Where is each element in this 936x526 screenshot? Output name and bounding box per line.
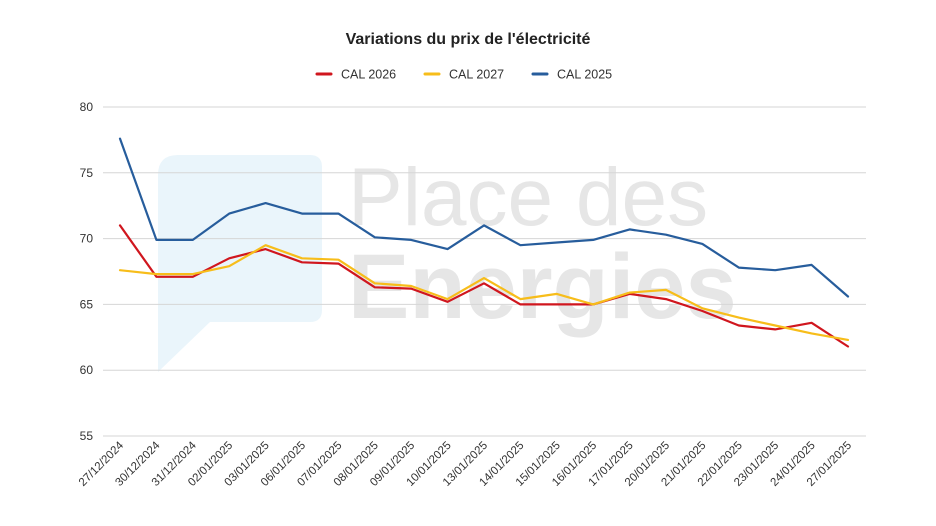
legend-label: CAL 2027 <box>449 68 504 82</box>
chart-title: Variations du prix de l'électricité <box>346 31 591 48</box>
watermark-logo: Place des Energies <box>158 152 737 372</box>
gridlines <box>103 106 866 437</box>
y-tick-label: 80 <box>80 100 94 114</box>
y-axis-ticks: 55 60 65 70 75 80 <box>80 100 94 443</box>
watermark-line1: Place des <box>348 152 708 243</box>
legend: CAL 2026 CAL 2027 CAL 2025 <box>315 68 612 82</box>
watermark-line2: Energies <box>348 236 737 338</box>
series-line-cal-2025 <box>118 137 850 298</box>
y-tick-label: 55 <box>80 429 94 443</box>
series-line-cal-2027 <box>118 244 850 341</box>
watermark-speech-bubble-shape <box>158 155 322 372</box>
y-tick-label: 75 <box>80 166 94 180</box>
y-tick-label: 60 <box>80 363 94 377</box>
x-axis-ticks: 27/12/202430/12/202431/12/202402/01/2025… <box>77 439 854 489</box>
legend-label: CAL 2025 <box>557 68 612 82</box>
legend-label: CAL 2026 <box>341 68 396 82</box>
series-line-cal-2026 <box>118 224 850 348</box>
series-lines <box>118 137 850 348</box>
y-tick-label: 65 <box>80 297 94 311</box>
y-tick-label: 70 <box>80 232 94 246</box>
